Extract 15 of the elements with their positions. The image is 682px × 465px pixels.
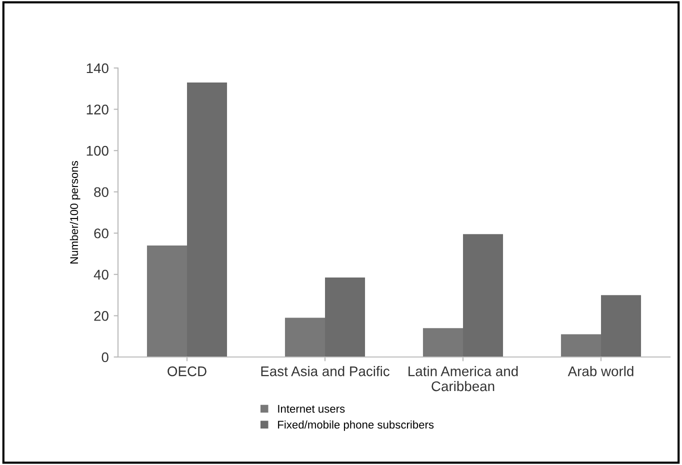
y-tick-label: 40 (94, 270, 108, 280)
y-tick-label: 60 (94, 228, 108, 238)
y-tick-label: 80 (94, 187, 108, 198)
x-tick-label: East Asia and Pacific (261, 366, 390, 376)
x-tick-label: Arab world (568, 366, 634, 376)
x-tick-label: Latin America and Caribbean (408, 366, 518, 392)
y-axis-title: Number/100 persons (70, 161, 80, 264)
y-tick-label: 20 (94, 311, 108, 321)
y-tick-label: 140 (86, 63, 108, 74)
y-tick-label: 100 (86, 146, 108, 156)
x-tick-label: OECD (168, 366, 206, 376)
legend-label: Fixed/mobile phone subscribers (278, 420, 434, 431)
legend-label: Internet users (278, 404, 345, 413)
y-tick-label: 120 (86, 104, 108, 114)
y-tick-label: 0 (102, 352, 108, 362)
